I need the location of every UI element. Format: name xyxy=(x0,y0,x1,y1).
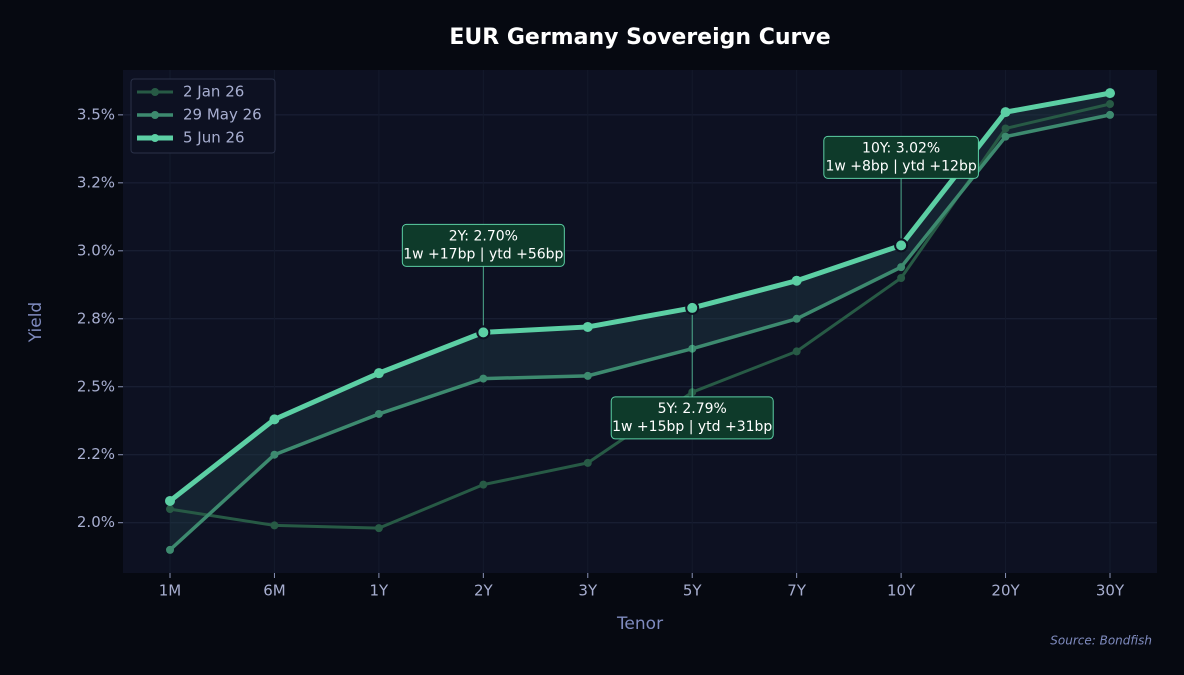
series-point xyxy=(1001,132,1010,141)
x-tick-label: 1Y xyxy=(370,582,390,600)
y-tick-label: 3.5% xyxy=(77,105,115,123)
series-point xyxy=(583,458,592,467)
series-point xyxy=(373,368,384,379)
annotation-text: 1w +15bp | ytd +31bp xyxy=(612,419,772,435)
legend-marker xyxy=(151,111,159,119)
legend-label: 5 Jun 26 xyxy=(183,129,245,147)
x-tick-label: 10Y xyxy=(887,582,916,600)
annotation-point xyxy=(476,325,491,340)
series-point xyxy=(374,409,383,418)
series-point xyxy=(1001,124,1010,133)
source-note: Source: Bondfish xyxy=(1050,634,1152,648)
series-point xyxy=(792,314,801,323)
x-tick-label: 5Y xyxy=(683,582,703,600)
series-point xyxy=(166,505,174,514)
legend-label: 2 Jan 26 xyxy=(183,83,244,101)
annotation-text: 5Y: 2.79% xyxy=(658,401,727,417)
x-tick-label: 7Y xyxy=(787,582,807,600)
y-tick-label: 3.0% xyxy=(77,241,115,259)
series-point xyxy=(583,371,592,380)
x-tick-label: 20Y xyxy=(991,582,1020,600)
series-point xyxy=(1106,110,1114,119)
annotation-point xyxy=(894,238,909,253)
x-tick-label: 2Y xyxy=(474,582,494,600)
series-point xyxy=(479,374,488,383)
x-tick-label: 6M xyxy=(263,582,286,600)
spread-band xyxy=(170,93,1110,550)
series-point xyxy=(270,521,279,530)
plot-area xyxy=(123,70,1157,573)
series-point xyxy=(792,347,801,356)
series-point xyxy=(374,524,383,533)
series-point xyxy=(1000,107,1011,118)
legend-marker xyxy=(151,134,159,142)
legend-label: 29 May 26 xyxy=(183,106,262,124)
annotation-text: 2Y: 2.70% xyxy=(449,228,518,244)
legend-box xyxy=(130,78,276,154)
series-point xyxy=(165,495,175,506)
annotation-box xyxy=(610,396,774,440)
series-point xyxy=(269,414,280,425)
y-tick-label: 2.8% xyxy=(77,309,115,327)
series-point xyxy=(897,273,906,282)
series-line xyxy=(168,113,1111,552)
legend-marker xyxy=(151,88,159,96)
annotation-text: 10Y: 3.02% xyxy=(862,140,940,156)
series-point xyxy=(791,275,802,286)
annotation-text: 1w +8bp | ytd +12bp xyxy=(825,158,976,174)
y-tick-label: 2.0% xyxy=(77,513,115,531)
x-axis-label: Tenor xyxy=(616,614,663,634)
y-tick-label: 3.2% xyxy=(77,173,115,191)
y-axis-label: Yield xyxy=(26,302,46,343)
annotation-box xyxy=(401,223,565,267)
x-tick-label: 1M xyxy=(159,582,182,600)
series-point xyxy=(479,480,488,489)
legend: 2 Jan 26 29 May 26 5 Jun 26 xyxy=(130,78,276,154)
series-point xyxy=(166,545,174,554)
series-point xyxy=(1105,88,1115,99)
annotation-point xyxy=(685,300,700,315)
x-tick-label: 3Y xyxy=(578,582,598,600)
series-point xyxy=(1106,99,1114,108)
y-tick-label: 2.2% xyxy=(77,445,115,463)
annotation-text: 1w +17bp | ytd +56bp xyxy=(403,246,563,262)
y-tick-label: 2.5% xyxy=(77,377,115,395)
annotation-box xyxy=(823,135,979,179)
x-tick-label: 30Y xyxy=(1096,582,1125,600)
series-point xyxy=(270,450,279,459)
chart-title: EUR Germany Sovereign Curve xyxy=(449,25,830,50)
series-point xyxy=(897,263,906,272)
series-point xyxy=(582,321,593,332)
